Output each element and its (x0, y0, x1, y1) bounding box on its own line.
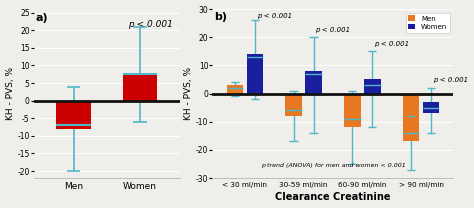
X-axis label: Clearance Creatinine: Clearance Creatinine (275, 192, 391, 202)
Bar (56, 101, 91, 129)
Text: a): a) (35, 12, 48, 23)
Y-axis label: KH - PVS, %: KH - PVS, % (184, 67, 193, 120)
Text: p < 0.001: p < 0.001 (128, 20, 173, 29)
Text: p < 0.001: p < 0.001 (374, 41, 409, 47)
Bar (285, 94, 302, 116)
Text: p < 0.001: p < 0.001 (433, 77, 468, 83)
Text: p < 0.001: p < 0.001 (315, 27, 350, 33)
Text: p < 0.001: p < 0.001 (256, 12, 292, 19)
Bar (344, 94, 361, 127)
Bar (227, 85, 243, 94)
Text: b): b) (214, 12, 227, 22)
Bar (305, 71, 322, 94)
Bar (423, 102, 439, 113)
Bar (364, 79, 381, 94)
Legend: Men, Women: Men, Women (406, 12, 450, 33)
Bar (246, 54, 263, 94)
Text: p trend (ANOVA) for men and women < 0.001: p trend (ANOVA) for men and women < 0.00… (261, 163, 405, 168)
Bar (403, 94, 419, 141)
Bar (123, 74, 157, 101)
Y-axis label: KH - PVS, %: KH - PVS, % (6, 67, 15, 120)
